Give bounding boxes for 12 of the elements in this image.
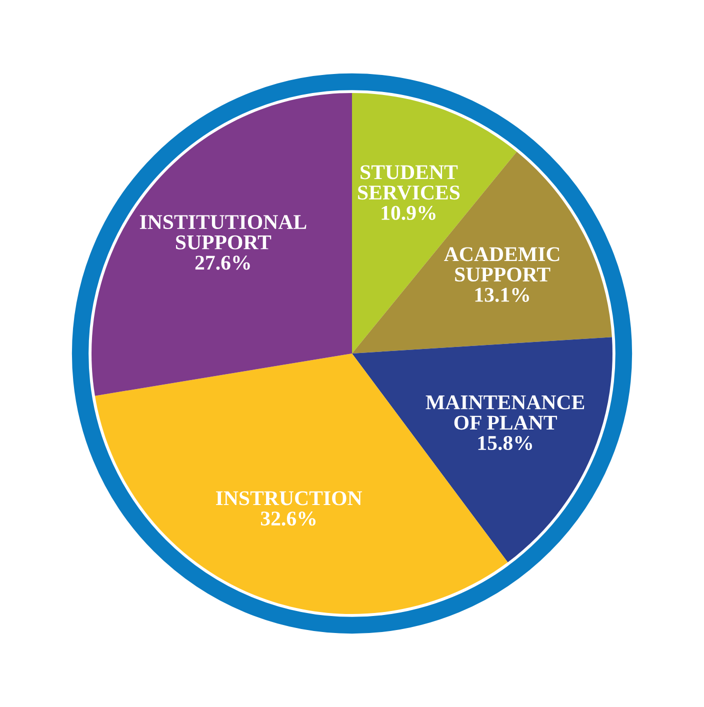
slice-label: INSTITUTIONAL SUPPORT bbox=[140, 215, 306, 250]
slice-label: MAINTENANCE OF PLANT bbox=[426, 395, 584, 430]
data-label: 13.1% bbox=[475, 288, 529, 302]
slice-label: STUDENT SERVICES bbox=[358, 165, 460, 200]
data-label: 32.6% bbox=[260, 512, 316, 526]
data-label: 15.8% bbox=[478, 436, 532, 450]
pie-slice bbox=[352, 152, 612, 354]
slice-label: ACADEMIC SUPPORT bbox=[444, 247, 560, 282]
slice-label: INSTRUCTION bbox=[216, 491, 362, 506]
pie-slice bbox=[92, 93, 352, 396]
data-label: 27.6% bbox=[195, 256, 250, 270]
data-label: 10.9% bbox=[382, 206, 436, 220]
